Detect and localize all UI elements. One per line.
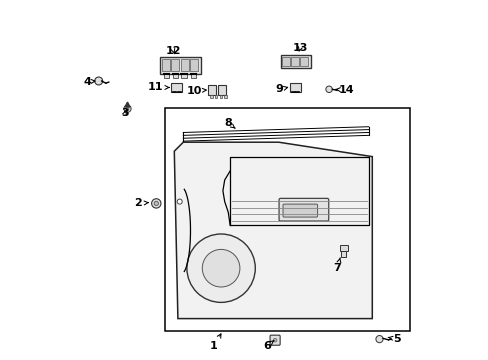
Bar — [218, 85, 225, 95]
Text: 13: 13 — [292, 42, 307, 53]
Bar — [210, 95, 212, 98]
Circle shape — [202, 249, 240, 287]
Circle shape — [186, 234, 255, 302]
Circle shape — [126, 107, 129, 110]
FancyBboxPatch shape — [339, 245, 347, 251]
Circle shape — [95, 77, 102, 85]
Bar — [290, 57, 298, 66]
Circle shape — [375, 336, 382, 343]
Bar — [171, 59, 179, 71]
Text: 11: 11 — [147, 82, 169, 93]
Bar — [224, 95, 226, 98]
Bar — [300, 57, 307, 66]
Bar — [170, 83, 182, 92]
FancyBboxPatch shape — [279, 198, 328, 221]
Text: 5: 5 — [387, 334, 401, 344]
Text: 3: 3 — [121, 108, 128, 118]
Bar — [214, 95, 217, 98]
Circle shape — [273, 338, 276, 342]
Text: 6: 6 — [263, 341, 273, 351]
Bar — [190, 74, 196, 78]
Text: 9: 9 — [275, 84, 287, 94]
Bar — [172, 74, 178, 78]
Circle shape — [151, 199, 161, 208]
Circle shape — [177, 199, 182, 204]
FancyBboxPatch shape — [269, 335, 280, 345]
Polygon shape — [174, 142, 371, 319]
Text: 14: 14 — [335, 85, 353, 95]
Bar — [160, 57, 201, 74]
FancyBboxPatch shape — [283, 204, 317, 217]
Text: 10: 10 — [187, 86, 206, 96]
Bar — [162, 59, 169, 71]
Text: 2: 2 — [134, 198, 148, 208]
Circle shape — [123, 105, 131, 112]
Bar — [165, 108, 409, 331]
Bar — [208, 85, 216, 95]
Bar — [190, 59, 198, 71]
Circle shape — [325, 86, 332, 93]
Bar — [282, 57, 289, 66]
FancyBboxPatch shape — [341, 251, 346, 257]
Bar — [181, 74, 186, 78]
Circle shape — [154, 201, 158, 206]
Text: 7: 7 — [333, 258, 341, 273]
Text: 4: 4 — [83, 77, 95, 87]
Bar — [163, 74, 168, 78]
Bar — [180, 59, 188, 71]
Bar — [219, 95, 222, 98]
Bar — [289, 83, 301, 92]
Text: 8: 8 — [224, 118, 235, 128]
Text: 1: 1 — [209, 334, 221, 351]
Bar — [280, 55, 310, 68]
Text: 12: 12 — [165, 46, 181, 56]
